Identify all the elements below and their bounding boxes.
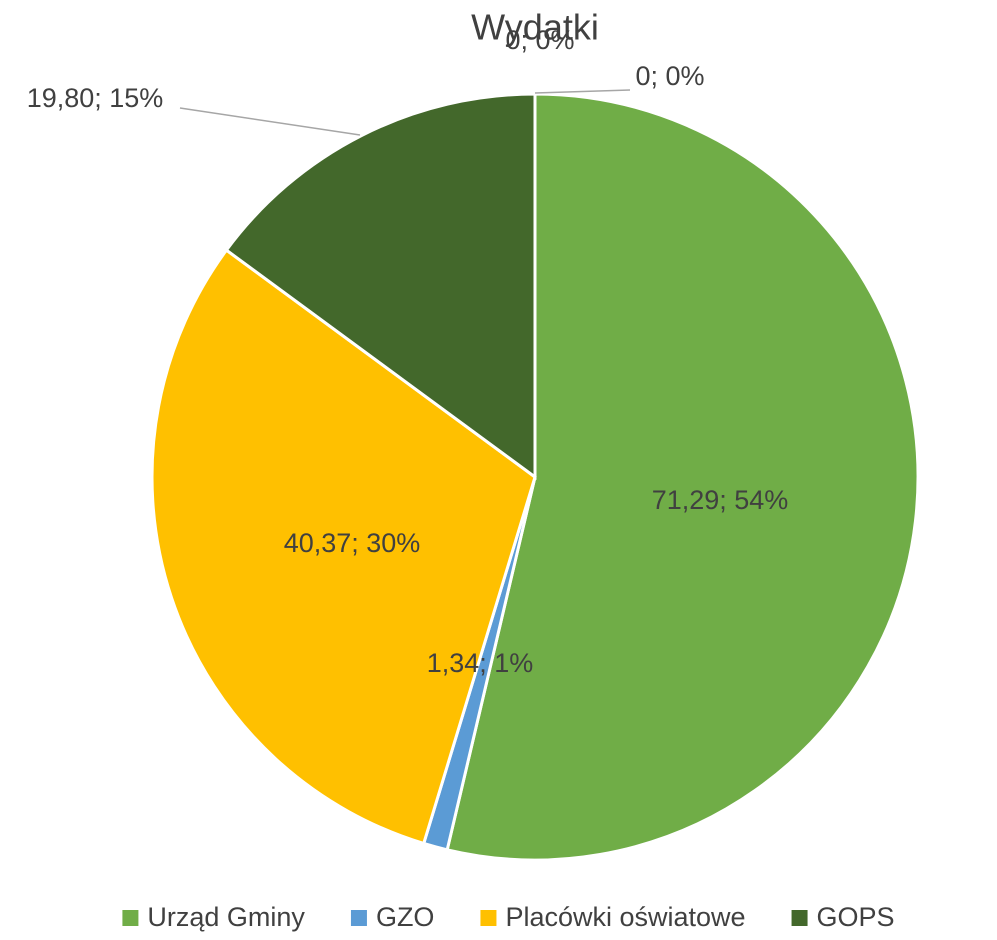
legend-label: Placówki oświatowe	[505, 902, 745, 932]
data-label: 1,34; 1%	[427, 648, 534, 678]
chart-title: Wydatki	[471, 7, 599, 48]
data-label: 19,80; 15%	[27, 83, 164, 113]
leader-line	[534, 89, 631, 94]
data-label: 71,29; 54%	[652, 485, 789, 515]
pie-slice	[224, 92, 537, 480]
legend-label: Urząd Gminy	[147, 902, 305, 932]
legend-swatch	[122, 910, 139, 926]
legend-swatch	[350, 910, 367, 926]
legend-label: GZO	[376, 902, 435, 932]
data-label: 40,37; 30%	[284, 528, 421, 558]
legend-swatch	[480, 910, 497, 926]
legend-swatch	[791, 910, 808, 926]
data-label: 0; 0%	[635, 61, 704, 91]
leader-line	[179, 107, 361, 136]
data-label: 0; 0%	[505, 25, 574, 55]
pie-slice	[150, 248, 537, 846]
legend-label: GOPS	[817, 902, 895, 932]
pie-slice	[445, 92, 920, 862]
